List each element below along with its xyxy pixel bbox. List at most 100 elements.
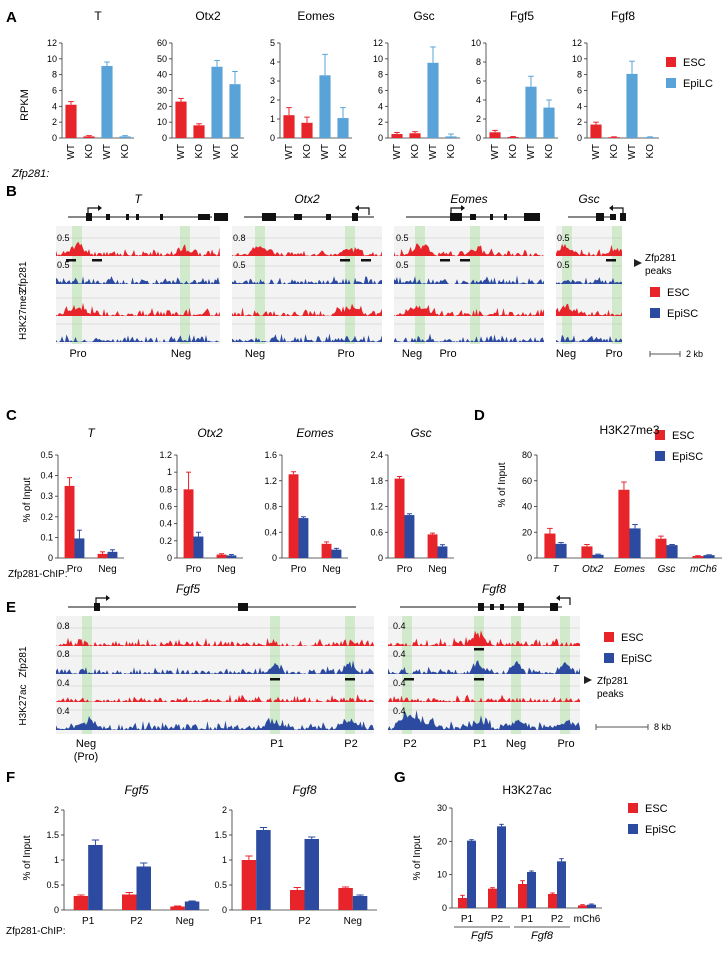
track-scale: 0.4: [57, 678, 70, 688]
y-tick-label: 2: [52, 117, 57, 127]
gene-exon: [86, 213, 92, 221]
panel-label-e: E: [6, 599, 16, 616]
panel-f-ylabel: % of Input: [22, 835, 33, 880]
y-tick-label: 80: [522, 450, 532, 460]
y-tick-label: 0: [272, 553, 277, 563]
bar-esc: [458, 898, 467, 908]
signal-zfp281-episc: [388, 660, 580, 674]
peak-bar: [345, 678, 355, 681]
y-tick-label: 0.4: [159, 519, 172, 529]
y-tick-label: 1: [54, 855, 59, 865]
signal-zfp281-esc: [388, 630, 580, 646]
chart-title: H3K27ac: [502, 783, 551, 797]
legend-b-esc-swatch: [650, 287, 660, 297]
region-label: Pro: [69, 348, 86, 360]
gene-label: Gsc: [578, 192, 599, 206]
tss-arrow-head: [556, 595, 560, 601]
chart-c-otx2: 0 0.2 0.4 0.6 0.8 1 1.2 Otx2 Pro Neg: [159, 426, 243, 575]
y-tick-label: 30: [437, 803, 447, 813]
bar-episc: [629, 528, 641, 558]
track-scale: 0.5: [57, 233, 70, 243]
track-scale: 0.8: [57, 621, 70, 631]
x-tick-label: mCh6: [574, 914, 601, 925]
y-tick-label: 0.4: [264, 527, 277, 537]
track-scale: 0.4: [57, 706, 70, 716]
gene-exon: [160, 214, 163, 220]
peaks-label-e-1: Zfp281: [597, 676, 629, 687]
track-scale: 0.4: [393, 649, 406, 659]
legend-d-episc-swatch: [655, 451, 665, 461]
bar: [319, 75, 331, 138]
y-tick-label: 20: [157, 101, 167, 111]
track-box-gsc: Gsc: [556, 192, 626, 344]
x-tick-label: KO: [194, 144, 205, 159]
track-background: [56, 616, 374, 734]
region-label: Neg: [402, 348, 422, 360]
bar-episc: [404, 515, 415, 558]
y-tick-label: 1: [222, 855, 227, 865]
bar: [445, 136, 457, 138]
x-tick-label: Neg: [344, 916, 362, 927]
x-tick-label: KO: [84, 144, 95, 159]
highlight-region: [474, 616, 484, 734]
panel-label-d: D: [474, 407, 485, 424]
x-tick-label: WT: [176, 144, 187, 160]
signal-h3k27ac-esc: [388, 694, 580, 702]
x-tick-label: WT: [212, 144, 223, 160]
signal-zfp281-episc: [56, 276, 220, 284]
peaks-label-b-2: peaks: [645, 266, 672, 277]
chart-title: T: [94, 9, 102, 23]
bar-episc: [527, 872, 536, 908]
signal-h3k27ac-episc: [56, 716, 374, 730]
track-box-otx2: Otx2: [232, 192, 382, 344]
highlight-region: [345, 226, 355, 344]
track-scale: 0.5: [396, 233, 409, 243]
chart-title: Fgf5: [124, 783, 148, 797]
bar-esc: [544, 533, 556, 558]
chart-title: Otx2: [197, 426, 223, 440]
region-label: Pro: [337, 348, 354, 360]
bar: [608, 137, 620, 138]
y-tick-label: 0: [577, 133, 582, 143]
region-label: Pro: [439, 348, 456, 360]
bar: [83, 136, 95, 138]
bar-esc: [64, 485, 75, 558]
x-tick-label: Neg: [322, 564, 340, 575]
track-box-t: T: [56, 192, 228, 344]
y-tick-label: 60: [157, 38, 167, 48]
bar: [119, 136, 131, 138]
panel-label-f: F: [6, 769, 15, 786]
panel-c-ylabel: % of Input: [22, 477, 33, 522]
x-tick-label: KO: [544, 144, 555, 159]
chart-title: T: [87, 426, 96, 440]
legend-a-esc-label: ESC: [683, 57, 706, 69]
y-tick-label: 0: [162, 133, 167, 143]
highlight-region: [72, 226, 82, 344]
gene-label: Fgf5: [176, 582, 200, 596]
y-tick-label: 0: [378, 553, 383, 563]
y-tick-label: 20: [437, 836, 447, 846]
y-tick-label: 0.2: [40, 512, 53, 522]
panel-g-ylabel: % of Input: [412, 835, 423, 880]
legend-a-epilc-label: EpiLC: [683, 78, 713, 90]
y-tick-label: 0: [48, 553, 53, 563]
x-tick-label: P1: [461, 914, 474, 925]
gene-exon: [198, 214, 210, 220]
highlight-region: [470, 226, 480, 344]
bar-episc: [703, 555, 715, 558]
x-tick-label: WT: [392, 144, 403, 160]
x-tick-label: Pro: [186, 564, 202, 575]
y-tick-label: 8: [52, 70, 57, 80]
y-tick-label: 0.6: [159, 502, 172, 512]
peaks-arrow-e: [584, 676, 592, 684]
panel-label-a: A: [6, 9, 17, 26]
y-tick-label: 0.3: [40, 491, 53, 501]
x-tick-label: WT: [320, 144, 331, 160]
x-tick-label: WT: [490, 144, 501, 160]
x-tick-label: P2: [298, 916, 311, 927]
bar-episc: [256, 830, 271, 910]
chart-title: Fgf8: [292, 783, 316, 797]
peak-bar: [460, 259, 470, 262]
track-scale: 0.8: [233, 233, 246, 243]
group-label: Fgf5: [471, 930, 494, 942]
